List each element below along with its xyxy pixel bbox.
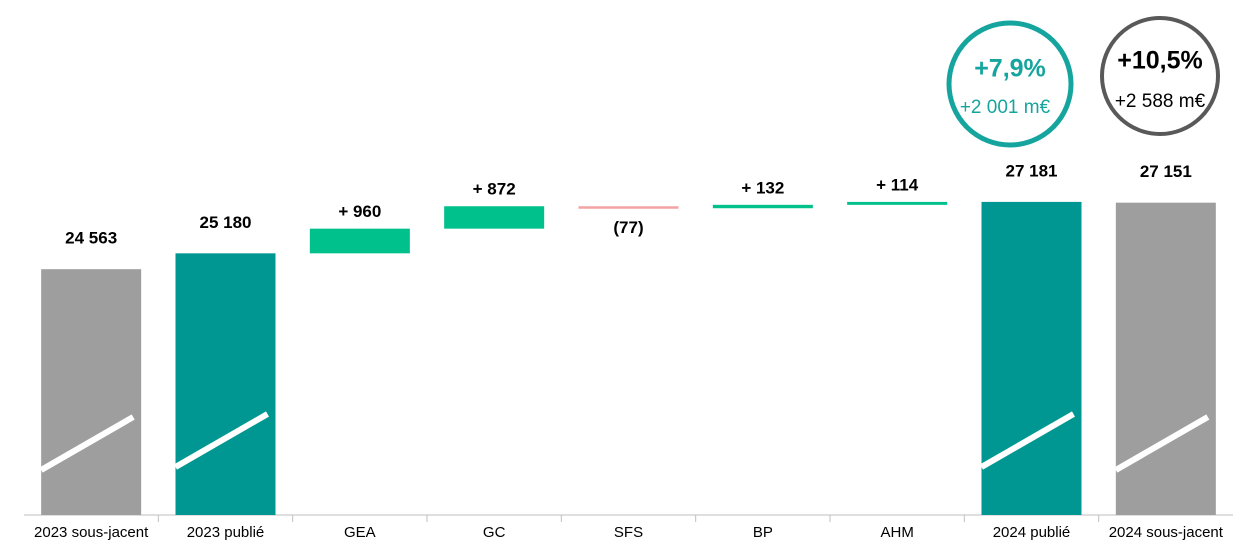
- value-label: 27 151: [1140, 162, 1192, 181]
- annotation-title: +7,9%: [974, 55, 1046, 83]
- value-label: 25 180: [200, 213, 252, 232]
- value-label: 27 181: [1006, 161, 1058, 180]
- bar: [578, 206, 679, 209]
- annotation-subtitle: +2 588 m€: [1115, 91, 1206, 112]
- bar: [309, 228, 410, 254]
- annotation-title: +10,5%: [1117, 47, 1203, 75]
- x-tick-label: 2024 sous-jacent: [1109, 524, 1224, 541]
- bar: [847, 201, 948, 205]
- bar: [41, 269, 142, 515]
- bar: [1115, 202, 1216, 515]
- x-tick-label: 2023 publié: [187, 524, 265, 541]
- value-label: + 872: [473, 180, 516, 199]
- x-tick-label: SFS: [614, 524, 643, 541]
- axis-break: [174, 411, 269, 470]
- bar: [175, 253, 276, 515]
- axis-break: [980, 411, 1075, 470]
- x-tick-label: BP: [753, 524, 773, 541]
- axis-break: [39, 414, 135, 473]
- annotation-circle: [1100, 16, 1220, 136]
- value-label: + 960: [338, 202, 381, 221]
- x-tick-label: 2024 publié: [993, 524, 1071, 541]
- bar: [981, 201, 1082, 515]
- bar: [444, 206, 545, 229]
- bar: [712, 204, 813, 209]
- x-tick-label: 2023 sous-jacent: [34, 524, 149, 541]
- value-label: 24 563: [65, 229, 117, 248]
- value-label: (77): [613, 218, 643, 237]
- annotation-circle: [946, 20, 1074, 148]
- annotation-subtitle: +2 001 m€: [960, 97, 1051, 118]
- value-label: + 132: [741, 178, 784, 197]
- value-label: + 114: [876, 175, 919, 194]
- x-tick-label: GC: [483, 524, 506, 541]
- x-tick-label: AHM: [880, 524, 913, 541]
- axis-break: [1114, 414, 1210, 473]
- x-tick-label: GEA: [344, 524, 376, 541]
